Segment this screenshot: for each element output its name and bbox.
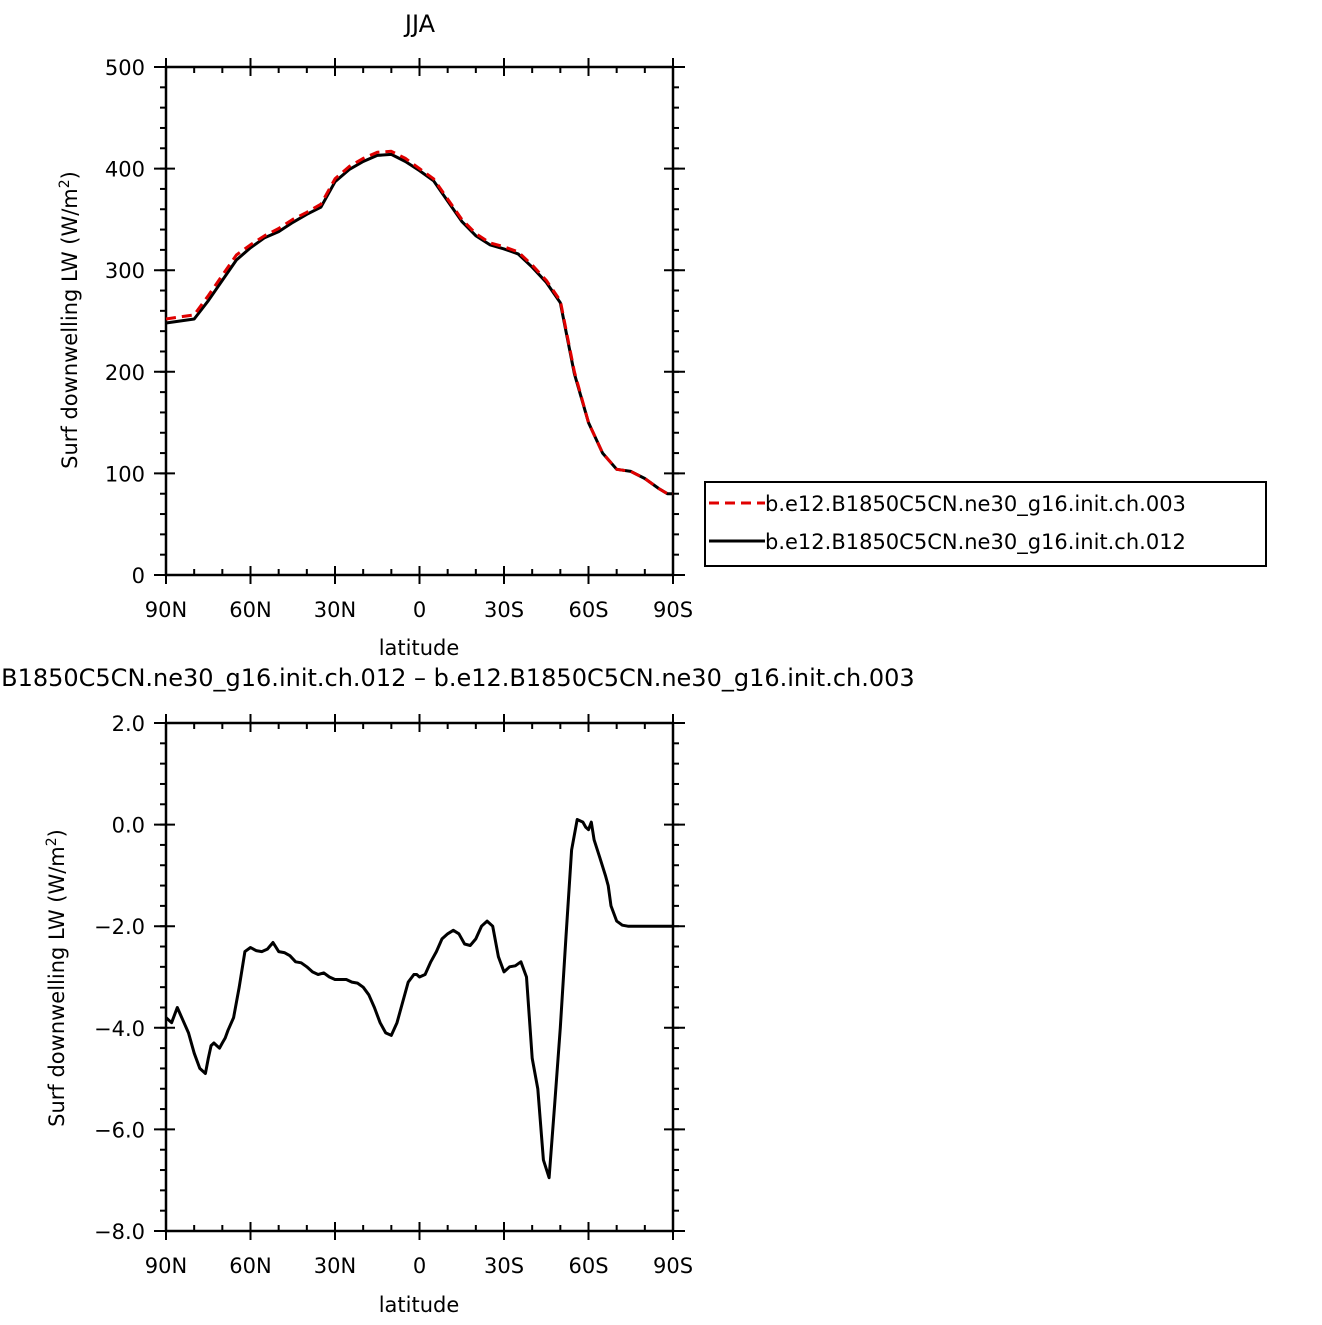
- top-y-axis-label-sup: 2: [57, 179, 73, 188]
- legend: b.e12.B1850C5CN.ne30_g16.init.ch.003 b.e…: [704, 481, 1267, 567]
- bottom-x-tick-label: 90S: [653, 1254, 693, 1278]
- bottom-y-axis-label-main: Surf downwelling LW (W/m: [45, 846, 69, 1127]
- top-y-axis-label: Surf downwelling LW (W/m2): [57, 171, 82, 469]
- bottom-x-tick-label: 30N: [314, 1254, 356, 1278]
- bottom-y-tick-label: −2.0: [94, 915, 145, 939]
- top-x-axis-label: latitude: [379, 636, 460, 660]
- top-series-line-1: [165, 149, 673, 496]
- top-x-tick-label: 60N: [229, 598, 271, 622]
- bottom-chart-title: b.e12.B1850C5CN.ne30_g16.init.ch.012 – b…: [0, 664, 915, 692]
- top-y-tick-label: 300: [105, 259, 145, 283]
- legend-box: [704, 481, 1267, 567]
- top-x-tick-label: 60S: [568, 598, 608, 622]
- top-y-tick-label: 400: [105, 158, 145, 182]
- legend-label-series-2: b.e12.B1850C5CN.ne30_g16.init.ch.012: [765, 530, 1186, 555]
- bottom-x-tick-label: 90N: [145, 1254, 187, 1278]
- top-y-tick-label: 500: [105, 56, 145, 80]
- top-panel: JJA 90N 60N 30N 0 30S 60S 90S0100200300400500 …: [57, 10, 1267, 660]
- bottom-y-axis-label-sup: 2: [44, 837, 60, 846]
- bottom-x-tick-label: 30S: [484, 1254, 524, 1278]
- top-x-tick-label: 30N: [314, 598, 356, 622]
- top-y-axis-label-close: ): [58, 171, 82, 179]
- top-x-tick-label: 90S: [653, 598, 693, 622]
- bottom-x-tick-label: 0: [413, 1254, 426, 1278]
- top-plot-frame: [164, 65, 675, 577]
- top-plot-area: 90N 60N 30N 0 30S 60S 90S 0 100 200 300 400 500: [105, 56, 693, 622]
- top-x-tick-label: 30S: [484, 598, 524, 622]
- top-y-axis-label-main: Surf downwelling LW (W/m: [58, 188, 82, 469]
- top-y-tick-label: 100: [105, 462, 145, 486]
- bottom-y-tick-label: −8.0: [94, 1220, 145, 1244]
- top-x-tick-label: 0: [413, 598, 426, 622]
- top-chart-title: JJA: [403, 10, 436, 38]
- top-y-tick-label: 200: [105, 361, 145, 385]
- bottom-y-axis-label: Surf downwelling LW (W/m2): [44, 829, 69, 1127]
- bottom-x-tick-label: 60N: [229, 1254, 271, 1278]
- bottom-x-axis-label: latitude: [379, 1293, 460, 1317]
- top-y-tick-label: 0: [132, 564, 145, 588]
- bottom-y-tick-label: −6.0: [94, 1118, 145, 1142]
- bottom-panel: b.e12.B1850C5CN.ne30_g16.init.ch.012 – b…: [0, 664, 915, 1317]
- bottom-y-tick-label: −4.0: [94, 1017, 145, 1041]
- top-x-tick-label: 90N: [145, 598, 187, 622]
- bottom-y-tick-label: 2.0: [112, 712, 145, 736]
- bottom-series-line-1: [164, 818, 673, 1180]
- bottom-y-axis-label-close: ): [45, 829, 69, 837]
- bottom-y-tick-label: 0.0: [112, 814, 145, 838]
- bottom-x-tick-label: 60S: [568, 1254, 608, 1278]
- bottom-plot-area: 90N 60N 30N 0 30S 60S 90S 2.0 0.0 −2.0 −4.0 −6.0 −8.…: [94, 712, 693, 1278]
- legend-label-series-1: b.e12.B1850C5CN.ne30_g16.init.ch.003: [765, 492, 1186, 517]
